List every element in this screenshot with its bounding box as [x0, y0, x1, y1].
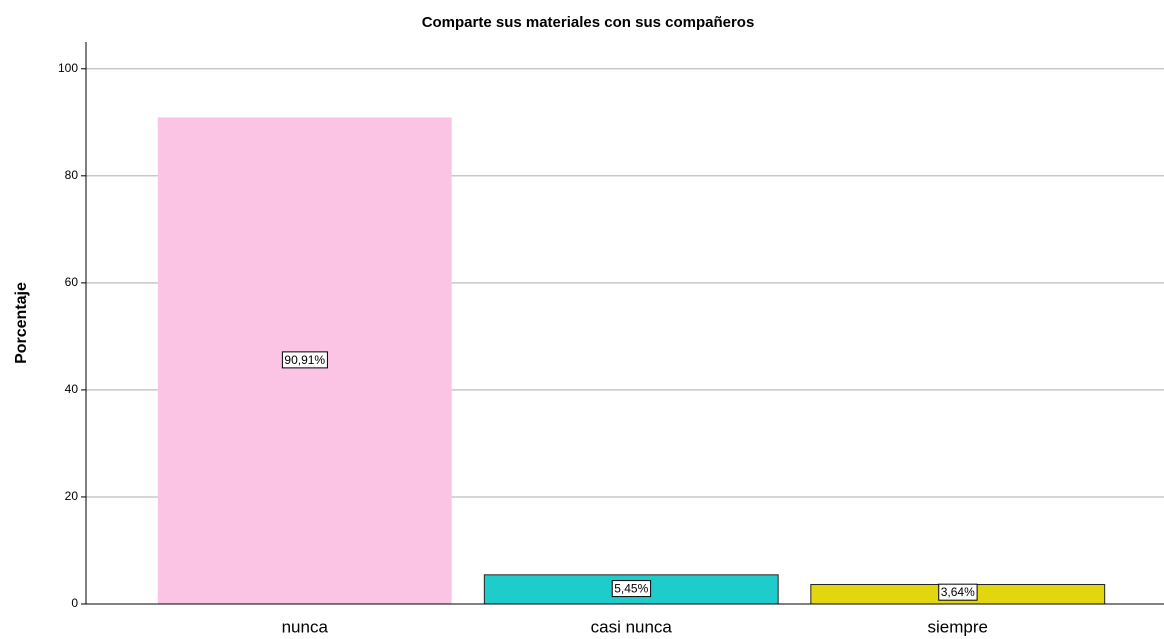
y-tick-label: 20: [65, 489, 79, 503]
value-label-box: [938, 583, 978, 601]
y-tick-label: 0: [71, 596, 78, 610]
y-tick-label: 100: [58, 61, 78, 75]
value-label: 5,45%: [614, 582, 648, 596]
y-axis-label: Porcentaje: [13, 282, 30, 364]
value-label-box: [281, 351, 328, 369]
y-tick-label: 40: [65, 382, 79, 396]
y-tick-label: 80: [65, 168, 79, 182]
value-label: 3,64%: [941, 585, 975, 599]
value-label-box: [611, 580, 652, 598]
x-tick-label: nunca: [282, 617, 329, 636]
x-tick-label: casi nunca: [591, 617, 673, 636]
x-tick-label: siempre: [928, 617, 988, 636]
value-label: 90,91%: [284, 353, 325, 367]
y-tick-label: 60: [65, 275, 79, 289]
chart-title: Comparte sus materiales con sus compañer…: [422, 14, 755, 31]
